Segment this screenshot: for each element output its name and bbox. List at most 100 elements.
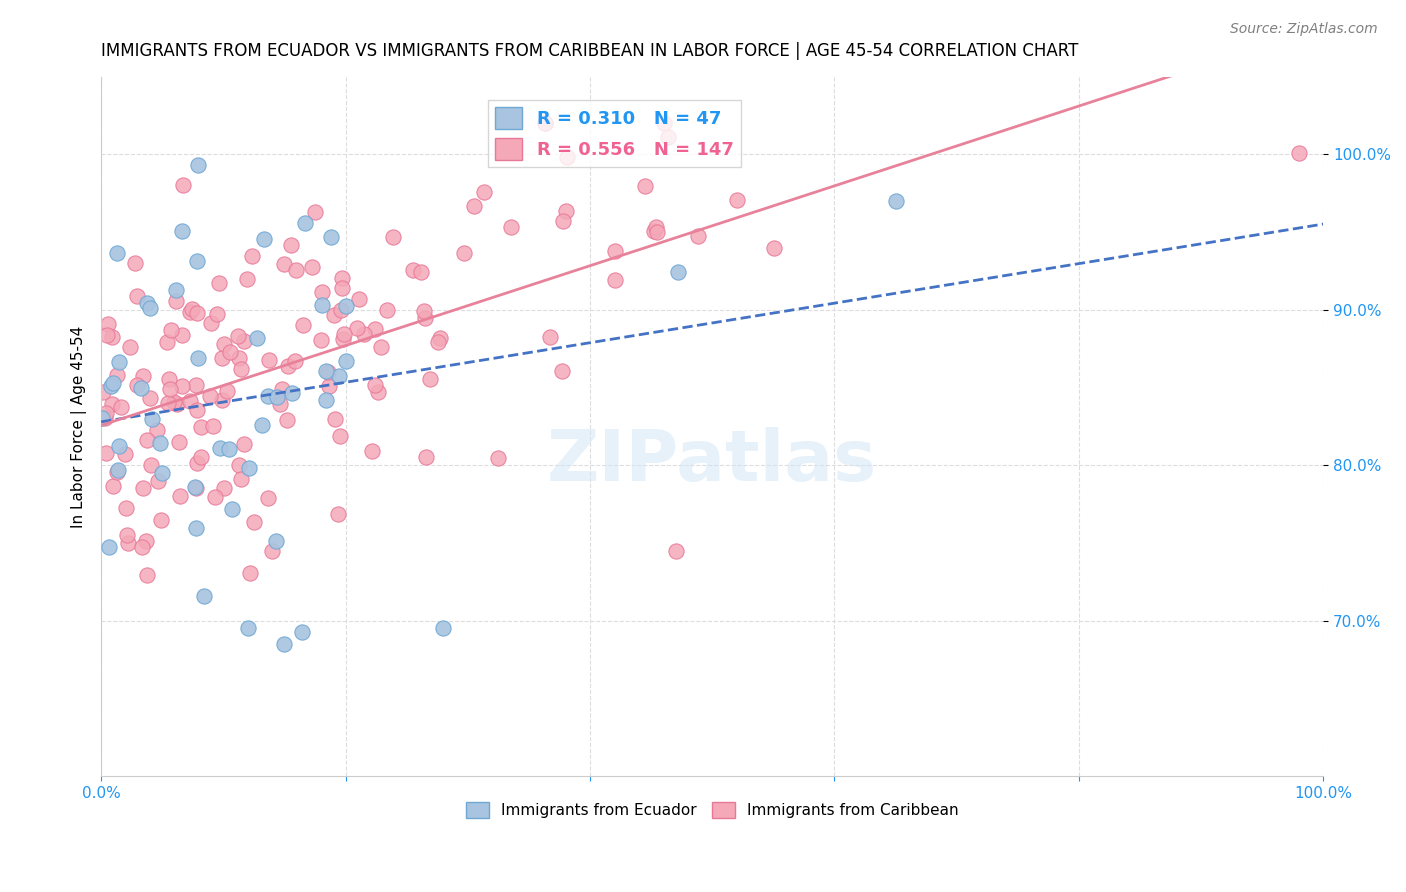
Immigrants from Caribbean <box>127 289 149 303</box>
Immigrants from Caribbean <box>292 318 315 332</box>
Immigrants from Caribbean <box>347 293 370 307</box>
Immigrants from Caribbean <box>330 302 353 317</box>
Immigrants from Caribbean <box>353 326 375 341</box>
Immigrants from Ecuador <box>884 194 907 208</box>
Immigrants from Caribbean <box>329 428 352 442</box>
Immigrants from Caribbean <box>146 423 169 437</box>
Immigrants from Ecuador <box>252 232 274 246</box>
Immigrants from Caribbean <box>207 307 229 321</box>
Immigrants from Caribbean <box>364 321 387 335</box>
Immigrants from Caribbean <box>269 397 291 411</box>
Immigrants from Ecuador <box>666 265 689 279</box>
Immigrants from Ecuador <box>264 533 287 548</box>
Immigrants from Caribbean <box>463 199 485 213</box>
Immigrants from Caribbean <box>370 340 392 354</box>
Immigrants from Caribbean <box>325 411 347 425</box>
Immigrants from Ecuador <box>139 301 162 315</box>
Immigrants from Ecuador <box>221 501 243 516</box>
Immigrants from Caribbean <box>127 378 149 392</box>
Immigrants from Caribbean <box>501 219 523 234</box>
Immigrants from Ecuador <box>184 480 207 494</box>
Immigrants from Caribbean <box>165 294 187 309</box>
Immigrants from Caribbean <box>366 384 388 399</box>
Immigrants from Caribbean <box>411 265 433 279</box>
Immigrants from Ecuador <box>193 589 215 603</box>
Immigrants from Ecuador <box>432 622 454 636</box>
Immigrants from Caribbean <box>162 395 184 409</box>
Immigrants from Caribbean <box>167 434 190 449</box>
Immigrants from Caribbean <box>186 481 208 495</box>
Immigrants from Caribbean <box>211 392 233 407</box>
Immigrants from Caribbean <box>232 436 254 450</box>
Immigrants from Caribbean <box>382 230 405 244</box>
Immigrants from Caribbean <box>198 389 221 403</box>
Immigrants from Caribbean <box>94 406 117 420</box>
Immigrants from Caribbean <box>554 204 576 219</box>
Immigrants from Caribbean <box>643 224 665 238</box>
Immigrants from Ecuador <box>108 440 131 454</box>
Immigrants from Ecuador <box>107 463 129 477</box>
Immigrants from Caribbean <box>186 306 208 320</box>
Text: Source: ZipAtlas.com: Source: ZipAtlas.com <box>1230 22 1378 37</box>
Immigrants from Ecuador <box>294 216 316 230</box>
Immigrants from Caribbean <box>156 396 179 410</box>
Immigrants from Ecuador <box>186 254 208 268</box>
Immigrants from Ecuador <box>238 460 260 475</box>
Immigrants from Caribbean <box>97 317 120 331</box>
Immigrants from Caribbean <box>200 316 222 330</box>
Immigrants from Caribbean <box>215 384 238 399</box>
Immigrants from Caribbean <box>472 185 495 199</box>
Legend: Immigrants from Ecuador, Immigrants from Caribbean: Immigrants from Ecuador, Immigrants from… <box>460 797 965 824</box>
Text: IMMIGRANTS FROM ECUADOR VS IMMIGRANTS FROM CARIBBEAN IN LABOR FORCE | AGE 45-54 : IMMIGRANTS FROM ECUADOR VS IMMIGRANTS FR… <box>101 42 1078 60</box>
Immigrants from Caribbean <box>105 368 128 383</box>
Immigrants from Caribbean <box>212 481 235 495</box>
Immigrants from Ecuador <box>335 299 357 313</box>
Immigrants from Caribbean <box>181 301 204 316</box>
Immigrants from Caribbean <box>132 481 155 495</box>
Immigrants from Caribbean <box>375 303 398 318</box>
Immigrants from Ecuador <box>245 331 267 345</box>
Immigrants from Caribbean <box>330 271 353 285</box>
Immigrants from Caribbean <box>186 378 208 392</box>
Immigrants from Ecuador <box>141 412 163 426</box>
Immigrants from Caribbean <box>318 379 340 393</box>
Immigrants from Caribbean <box>284 263 307 277</box>
Immigrants from Caribbean <box>131 540 153 554</box>
Immigrants from Caribbean <box>1288 145 1310 160</box>
Immigrants from Caribbean <box>634 179 657 194</box>
Immigrants from Caribbean <box>413 310 436 325</box>
Immigrants from Caribbean <box>136 567 159 582</box>
Immigrants from Ecuador <box>186 351 208 365</box>
Immigrants from Caribbean <box>453 246 475 260</box>
Immigrants from Caribbean <box>644 220 666 235</box>
Immigrants from Caribbean <box>94 410 117 425</box>
Immigrants from Caribbean <box>419 372 441 386</box>
Immigrants from Caribbean <box>166 397 188 411</box>
Immigrants from Caribbean <box>172 327 194 342</box>
Immigrants from Caribbean <box>280 237 302 252</box>
Immigrants from Caribbean <box>101 397 124 411</box>
Immigrants from Ecuador <box>105 246 128 260</box>
Immigrants from Caribbean <box>236 271 259 285</box>
Immigrants from Caribbean <box>96 327 118 342</box>
Immigrants from Ecuador <box>273 637 295 651</box>
Immigrants from Caribbean <box>323 309 346 323</box>
Immigrants from Caribbean <box>257 491 280 506</box>
Immigrants from Ecuador <box>319 230 342 244</box>
Immigrants from Ecuador <box>170 224 193 238</box>
Immigrants from Caribbean <box>118 340 141 354</box>
Immigrants from Caribbean <box>204 490 226 504</box>
Immigrants from Caribbean <box>228 458 250 472</box>
Immigrants from Caribbean <box>555 150 578 164</box>
Immigrants from Caribbean <box>309 333 332 347</box>
Immigrants from Caribbean <box>229 472 252 486</box>
Immigrants from Caribbean <box>534 116 557 130</box>
Text: ZIPatlas: ZIPatlas <box>547 427 877 496</box>
Immigrants from Ecuador <box>250 418 273 433</box>
Immigrants from Caribbean <box>131 369 153 384</box>
Immigrants from Ecuador <box>103 376 125 391</box>
Immigrants from Caribbean <box>427 335 450 350</box>
Immigrants from Caribbean <box>332 332 354 346</box>
Immigrants from Caribbean <box>645 225 668 239</box>
Immigrants from Caribbean <box>605 273 627 287</box>
